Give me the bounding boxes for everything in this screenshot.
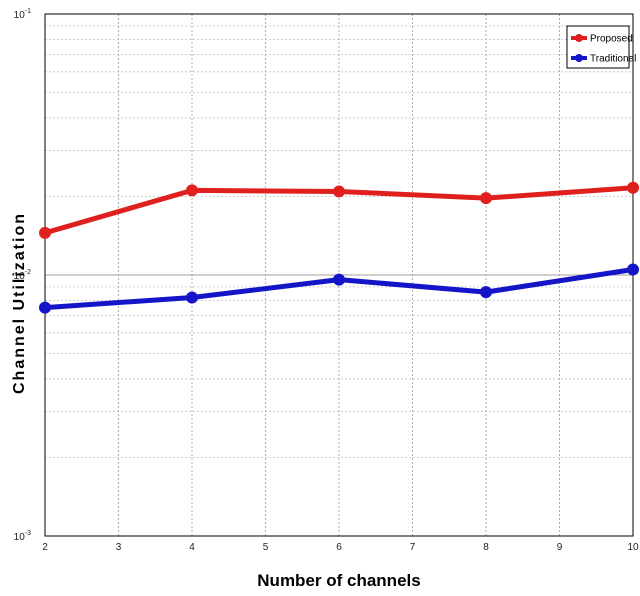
legend-marker-proposed: [575, 34, 583, 42]
series-layer: [39, 181, 639, 314]
x-tick-label: 3: [116, 542, 122, 553]
x-tick-label: 2: [42, 542, 48, 553]
x-tick-label: 9: [557, 542, 563, 553]
data-point-proposed: [39, 226, 51, 239]
x-tick-label: 4: [189, 542, 195, 553]
data-point-proposed: [333, 185, 345, 198]
y-axis-title: Channel Utilization: [11, 212, 28, 394]
data-point-traditional: [39, 301, 51, 314]
y-tick-label: 10-3: [14, 530, 31, 543]
x-tick-label: 10: [627, 542, 639, 553]
data-point-proposed: [627, 181, 639, 194]
y-tick-label: 10-2: [14, 269, 31, 282]
legend: Proposed Traditional: [566, 25, 636, 69]
x-tick-label: 8: [483, 542, 489, 553]
legend-marker-traditional: [575, 54, 583, 62]
data-point-proposed: [480, 192, 492, 205]
x-tick-label: 5: [263, 542, 269, 553]
x-axis-title: Number of channels: [257, 571, 420, 590]
tick-labels: 2 3 4 5 6 7 8 9 10 10-1 10-2 10-3: [14, 8, 639, 553]
data-point-traditional: [480, 286, 492, 299]
data-point-proposed: [186, 184, 198, 197]
legend-label-proposed: Proposed: [590, 34, 633, 45]
data-point-traditional: [627, 263, 639, 276]
y-tick-label: 10-1: [14, 8, 31, 21]
x-tick-label: 6: [336, 542, 342, 553]
data-point-traditional: [186, 291, 198, 304]
x-tick-label: 7: [410, 542, 416, 553]
data-point-traditional: [333, 273, 345, 286]
legend-label-traditional: Traditional: [590, 54, 636, 65]
